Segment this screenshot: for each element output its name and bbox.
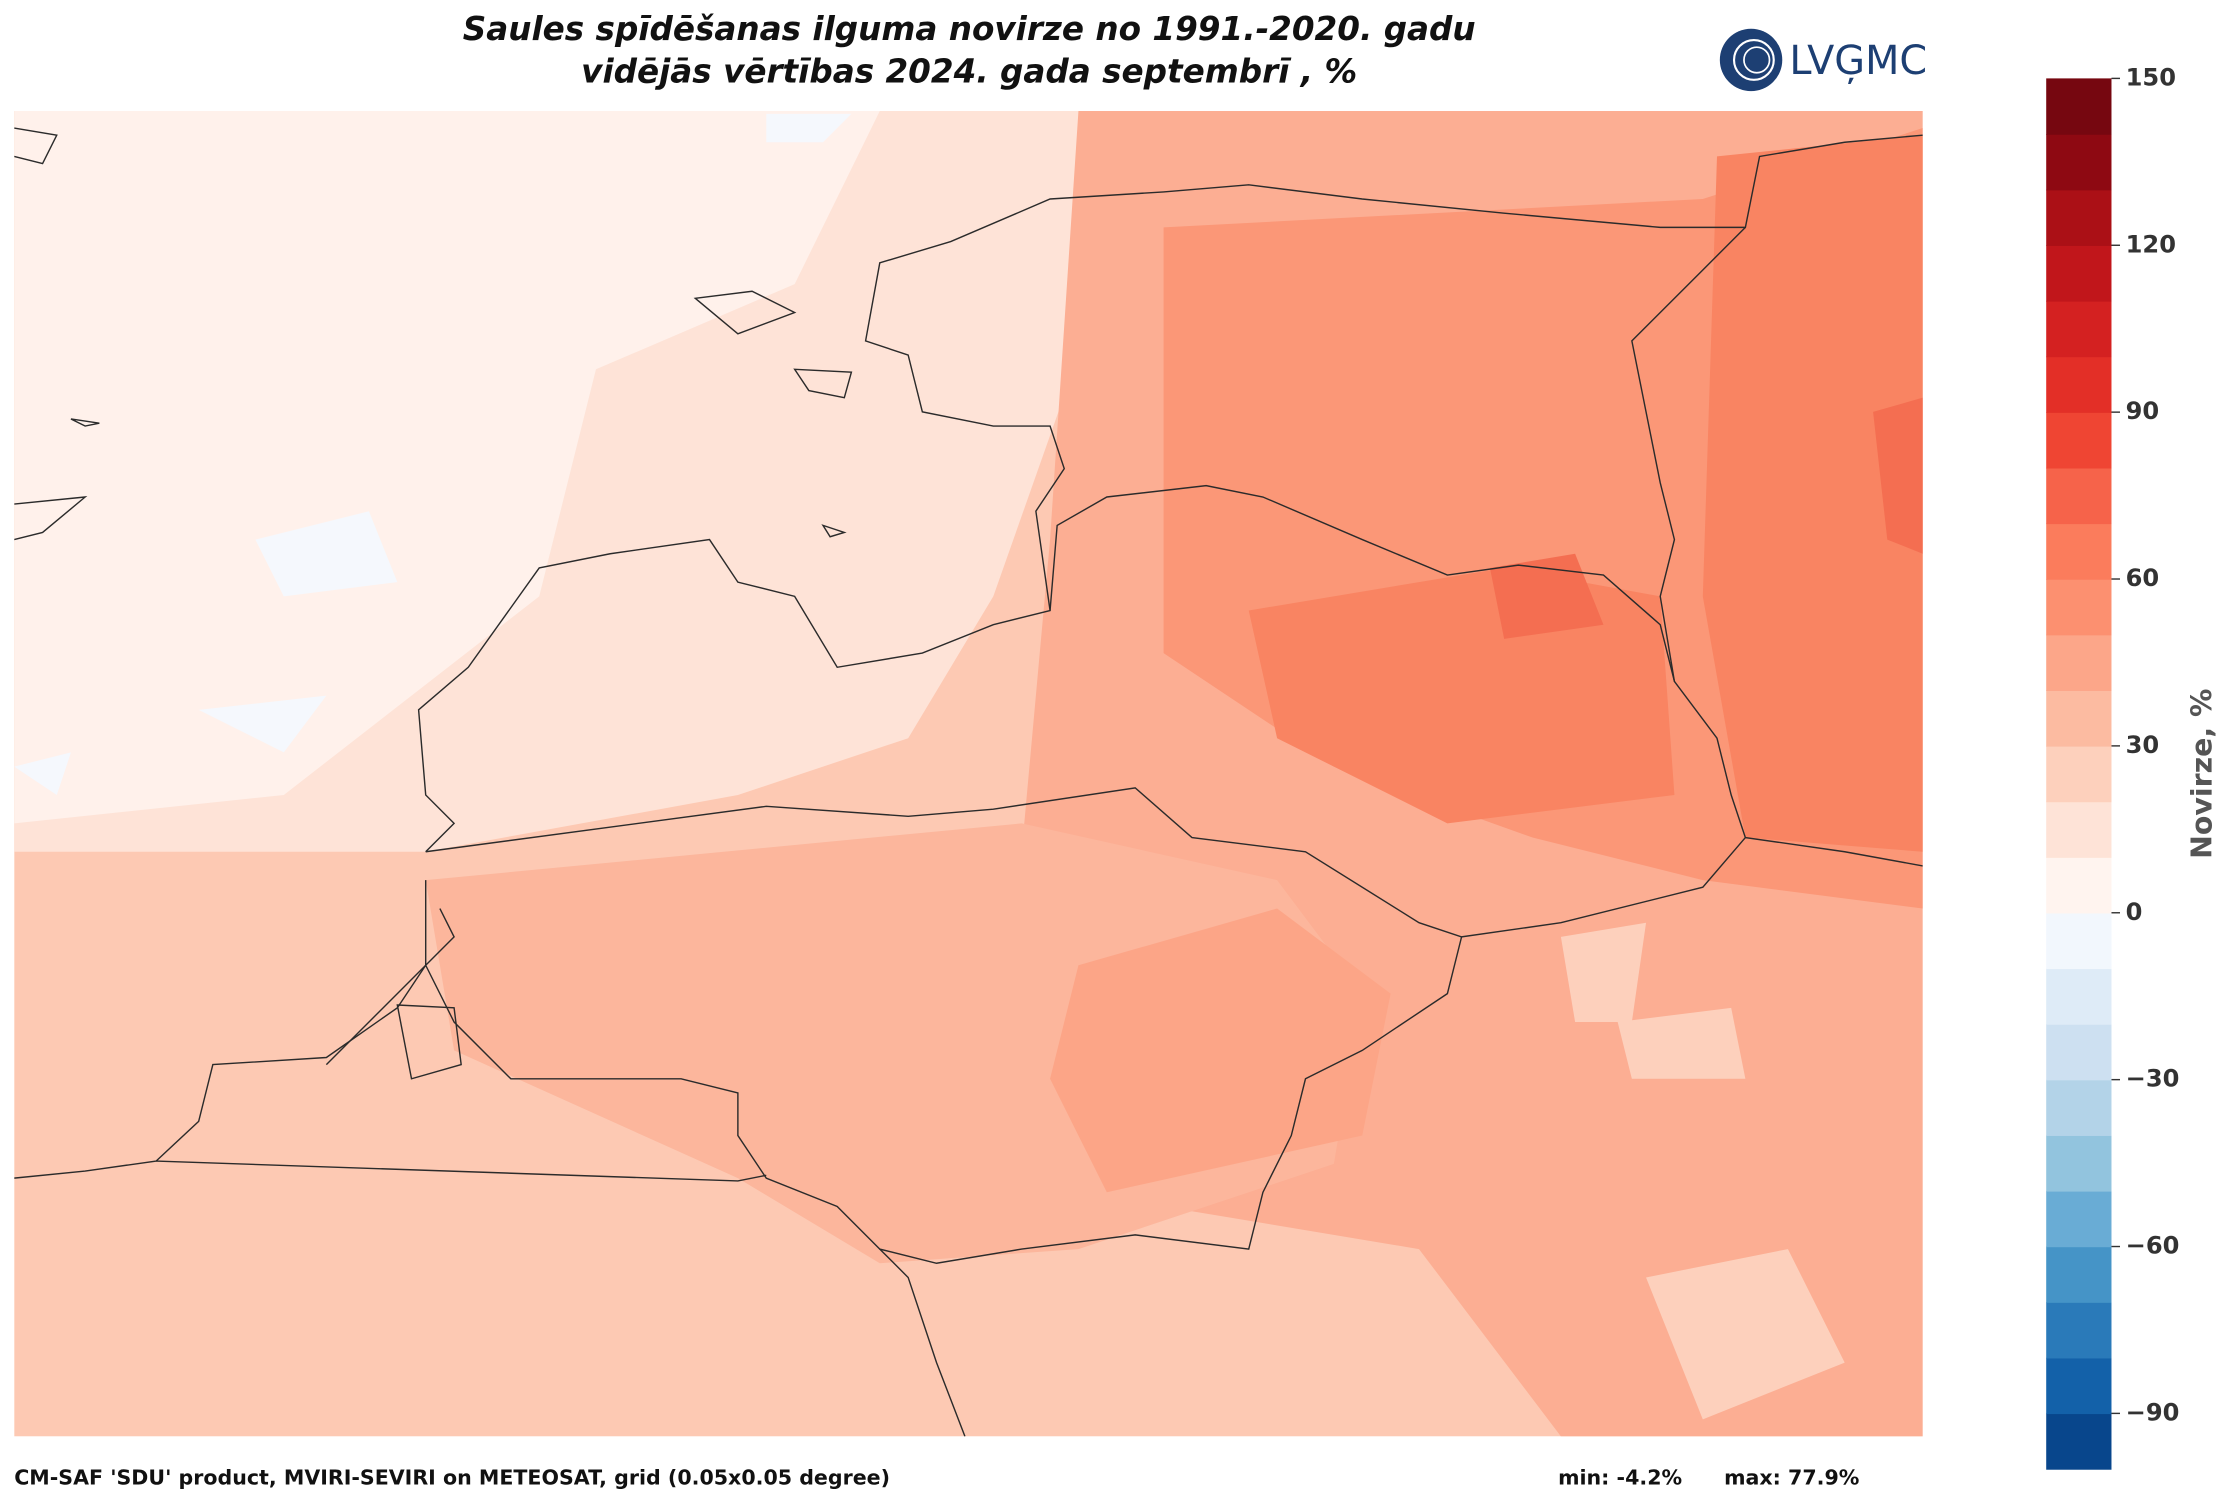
max-note: max: 77.9% [1724,1466,1859,1490]
logo-ring [1732,39,1775,81]
tick-label: −60 [2126,1232,2180,1260]
map [14,111,1923,1437]
island [14,127,853,541]
colorbar-bin [2046,634,2112,691]
border [1631,226,1746,682]
colorbar-bin [2046,523,2112,580]
colorbar-bin [2046,1190,2112,1248]
source-note: CM-SAF 'SDU' product, MVIRI-SEVIRI on ME… [14,1466,890,1490]
border [156,1160,966,1437]
colorbar-bin [2046,189,2112,246]
colorbar-bin [2046,1079,2112,1136]
colorbar-bin [2046,1024,2112,1081]
tick-label: −30 [2126,1065,2180,1093]
colorbar-label: Novirze, % [2186,689,2219,859]
coastline [14,964,427,1179]
colorbar-bin [2046,801,2112,858]
tick-label: 90 [2126,397,2160,425]
colorbar-bin [2046,968,2112,1025]
logo-ring [1743,46,1771,74]
tick-label: 120 [2126,230,2176,258]
colorbar-bin [2046,467,2112,525]
tick-label: 150 [2126,63,2176,91]
field-region [1560,922,1845,1420]
colorbar-bin [2046,1246,2112,1303]
title-line: Saules spīdēšanas ilguma novirze no 1991… [463,10,1476,48]
tick-label: 0 [2126,898,2143,926]
colorbar-bin [2046,356,2112,413]
colorbar-bin [2046,1413,2112,1470]
colorbar-bin [2046,1357,2112,1415]
colorbar-bin [2046,745,2112,803]
border [425,787,1746,938]
title-line: vidējās vērtības 2024. gada septembrī , … [581,53,1357,91]
field-region [1248,135,1923,852]
colorbar-bin [2046,579,2112,636]
colorbar-bin [2046,1302,2112,1359]
tick-label: −90 [2126,1398,2180,1426]
colorbar-bin [2046,690,2112,747]
coastline [325,908,462,1080]
coastline [864,134,1923,611]
min-note: min: -4.2% [1558,1466,1682,1490]
tick-label: 60 [2126,564,2160,592]
colorbar-bin [2046,912,2112,970]
logo-text: LVĢMC [1789,38,1927,84]
field-region [1489,397,1923,639]
tick-label: 30 [2126,731,2160,759]
colorbar-bin [2046,78,2112,135]
colorbar-bin [2046,134,2112,191]
colorbar: Novirze, % −90 −60 −30 0 30 60 90 120 150 [2046,63,2219,1470]
logo: LVĢMC [1719,28,1927,92]
colorbar-bin [2046,412,2112,469]
border [417,484,1923,867]
colorbar-bin [2046,1135,2112,1192]
border [424,880,1463,1264]
field-region [14,111,880,824]
colorbar-bin [2046,245,2112,302]
field-region [1050,908,1391,1193]
colorbar-bin [2046,857,2112,914]
colorbar-bin [2046,300,2112,358]
